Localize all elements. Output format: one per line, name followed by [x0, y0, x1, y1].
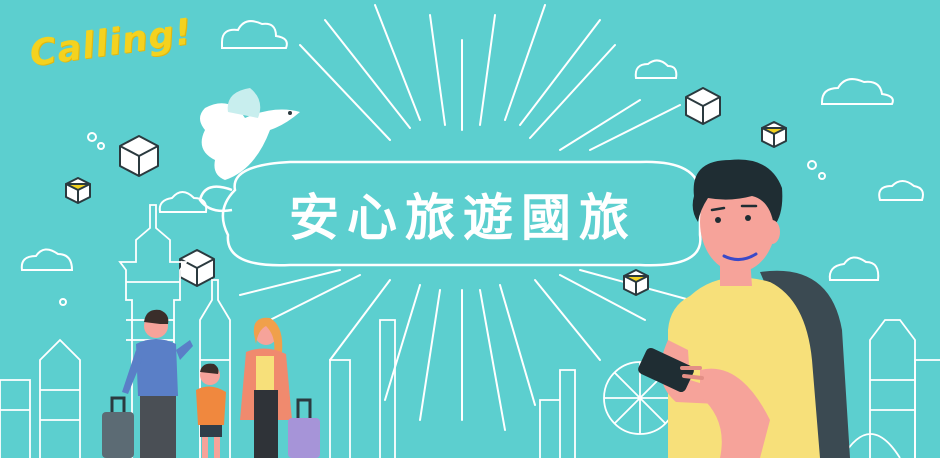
traveler-man [638, 159, 850, 458]
title-ribbon [221, 160, 702, 267]
smartphone-icon [638, 347, 694, 393]
sunburst-rays [239, 4, 691, 431]
traveling-family [102, 309, 320, 458]
suitcase-icon [102, 396, 134, 458]
decor-dots [59, 132, 826, 306]
suitcase-icon [288, 398, 320, 458]
banner-title: 安心旅遊國旅 [289, 188, 637, 247]
cube-icon [65, 87, 787, 296]
city-skyline [0, 204, 940, 458]
cloud-icon [20, 20, 924, 281]
dove-icon [200, 88, 300, 180]
